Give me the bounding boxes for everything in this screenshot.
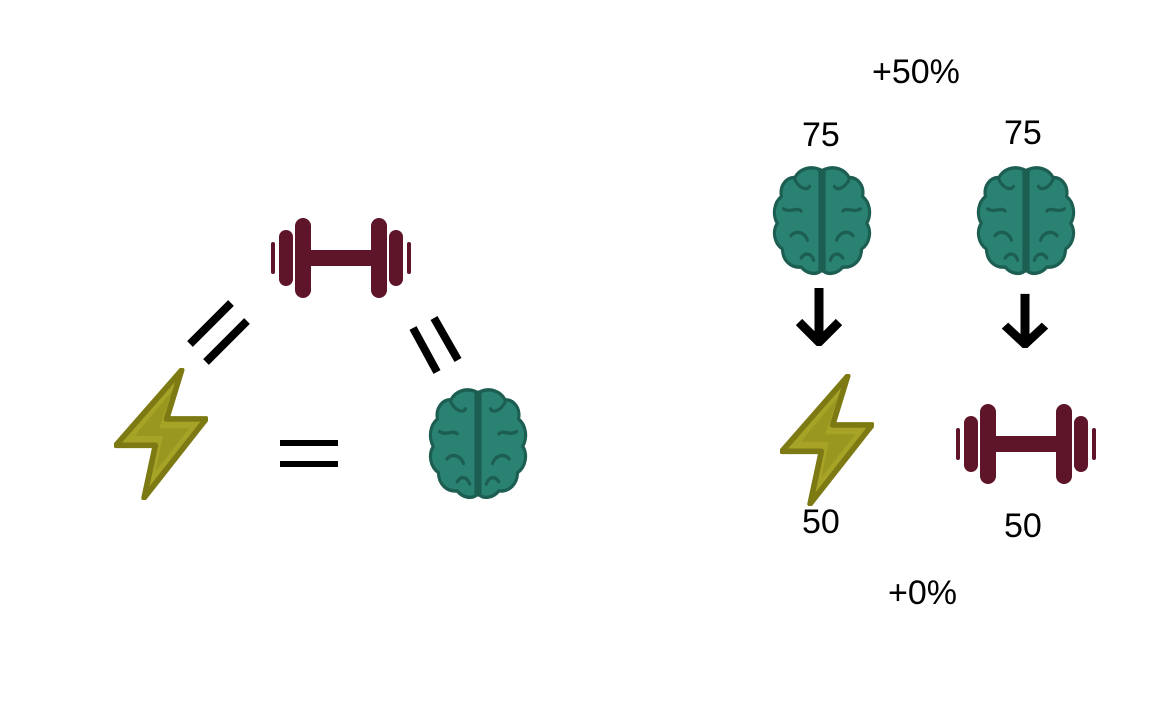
arrow-down-icon [1002,292,1048,348]
dumbbell-icon [956,404,1096,484]
brain-icon [974,164,1078,276]
arrow-down-icon [796,286,842,346]
equals-sign-right-diagonal [405,314,475,376]
top-change-label: +50% [872,53,960,91]
left-column-bottom-value: 50 [802,503,840,541]
bottom-change-label: +0% [888,574,957,612]
brain-icon [770,164,874,276]
lightning-icon [114,368,208,500]
equals-sign-left-diagonal [180,298,250,368]
lightning-icon [780,374,874,506]
left-column-top-value: 75 [802,116,840,154]
right-column-bottom-value: 50 [1004,507,1042,545]
equals-sign-horizontal [278,436,340,470]
dumbbell-icon [271,218,411,298]
right-column-top-value: 75 [1004,114,1042,152]
brain-icon [426,386,530,500]
